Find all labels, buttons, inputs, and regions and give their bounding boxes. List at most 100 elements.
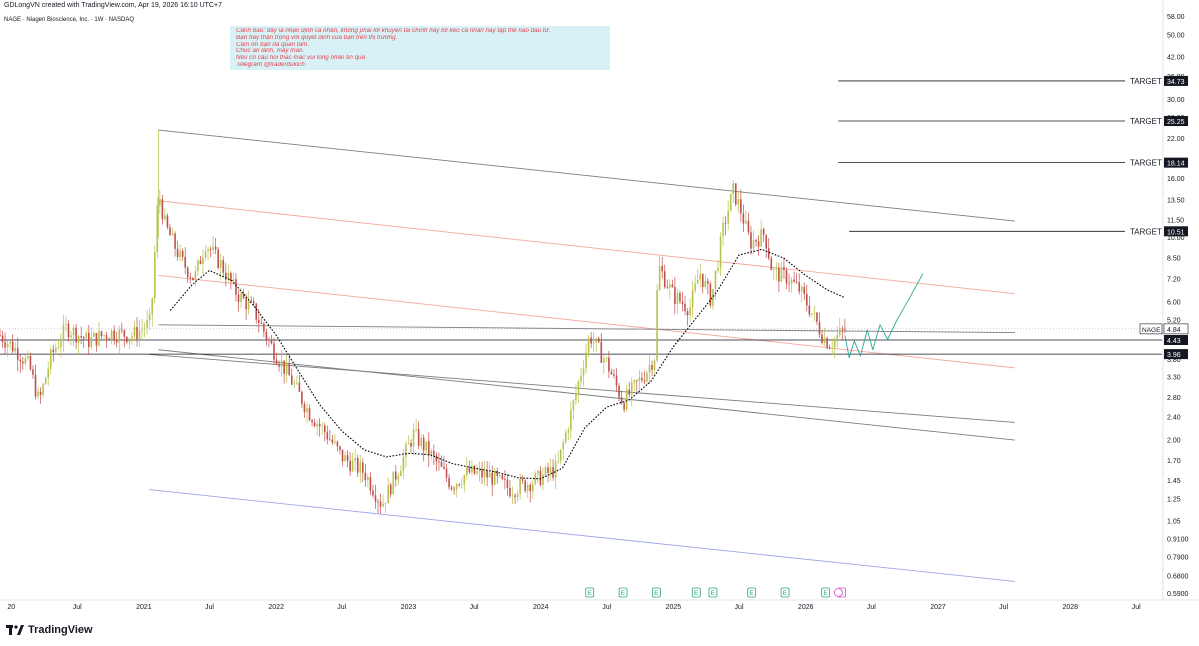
candle-body xyxy=(798,282,800,292)
candle-body xyxy=(719,236,722,268)
candle-body xyxy=(775,268,778,270)
candle-body xyxy=(732,183,735,195)
candle-body xyxy=(252,301,255,304)
candle-body xyxy=(181,250,184,257)
candle-body xyxy=(407,443,410,445)
time-tick-label: 2023 xyxy=(401,604,417,611)
candle-body xyxy=(582,368,585,376)
candle-body xyxy=(592,342,595,344)
candle-body xyxy=(382,503,384,507)
candle-body xyxy=(613,374,615,376)
candle-body xyxy=(42,384,44,395)
candle-body xyxy=(372,490,374,496)
candle-body xyxy=(209,249,212,250)
candle-body xyxy=(448,477,450,488)
candle-body xyxy=(478,469,481,472)
event-marker xyxy=(780,587,790,598)
candle-body xyxy=(16,347,19,360)
candle-body xyxy=(400,471,402,477)
tradingview-logo[interactable]: TradingView xyxy=(6,624,93,636)
candle-body xyxy=(681,301,684,305)
candle-body xyxy=(704,280,707,287)
candle-body xyxy=(369,477,372,491)
candle-body xyxy=(412,429,415,447)
price-tick-label: 10.00 xyxy=(1167,235,1185,242)
candle-body xyxy=(374,495,377,502)
candle-body xyxy=(785,270,788,284)
candle-body xyxy=(237,294,240,302)
candle-body xyxy=(392,471,395,495)
candle-body xyxy=(658,266,661,291)
candle-body xyxy=(95,333,98,346)
candle-body xyxy=(463,475,466,485)
candle-body xyxy=(120,329,123,331)
candle-body xyxy=(222,260,225,273)
candle-body xyxy=(156,205,159,253)
candle-body xyxy=(453,489,455,490)
candle-body xyxy=(362,462,364,473)
event-marker xyxy=(585,587,595,598)
price-tick-label: 6.00 xyxy=(1167,299,1181,306)
candle-body xyxy=(60,341,62,348)
candle-body xyxy=(567,430,570,433)
candle-body xyxy=(618,385,620,398)
candle-body xyxy=(539,470,542,486)
target-price-text: 10.51 xyxy=(1167,229,1185,236)
candle-body xyxy=(275,359,278,364)
note-line: Nếu có câu hỏi thắc mắc vui lòng nhắn ti… xyxy=(236,55,366,62)
candle-body xyxy=(641,377,643,381)
candle-body xyxy=(760,229,762,247)
candle-body xyxy=(800,286,803,292)
candle-body xyxy=(643,380,646,382)
candle-body xyxy=(171,233,174,236)
candle-body xyxy=(603,358,605,363)
candle-body xyxy=(14,347,17,352)
price-tick-label: 3.30 xyxy=(1167,375,1181,382)
candle-body xyxy=(141,329,143,331)
price-tick-label: 50.00 xyxy=(1167,33,1185,40)
price-tick-label: 11.50 xyxy=(1167,217,1184,224)
candle-body xyxy=(491,472,494,485)
time-tick-label: Jul xyxy=(735,604,744,611)
candle-body xyxy=(316,423,318,427)
candle-body xyxy=(471,465,473,473)
candle-body xyxy=(526,484,529,491)
candle-body xyxy=(143,328,146,330)
price-tick-label: 58.00 xyxy=(1167,14,1185,21)
candle-body xyxy=(790,279,793,284)
candle-body xyxy=(519,479,521,494)
logo-text: TradingView xyxy=(28,624,93,636)
last-price-badge xyxy=(1163,323,1189,335)
channel-lines xyxy=(148,129,1015,582)
candle-body xyxy=(323,425,326,433)
candle-body xyxy=(131,336,133,339)
candle-body xyxy=(750,232,752,249)
candle-body xyxy=(204,251,207,258)
candle-body xyxy=(646,372,648,382)
candle-body xyxy=(671,284,674,288)
price-tick-label: 3.80 xyxy=(1167,357,1181,364)
channel-line xyxy=(158,275,1015,369)
candle-body xyxy=(445,468,448,478)
candle-body xyxy=(806,293,808,306)
symbol-legend[interactable]: NAGE · Niagen Bioscience, Inc. · 1W · NA… xyxy=(4,17,135,23)
candle-body xyxy=(572,400,575,411)
channel-line xyxy=(158,129,1015,222)
disclaimer-note[interactable]: Cảnh báo: đây là nhận định cá nhân, khôn… xyxy=(230,26,610,70)
candle-body xyxy=(138,330,141,340)
candle-body xyxy=(473,465,476,474)
candle-body xyxy=(466,467,468,476)
candle-body xyxy=(534,473,537,484)
candle-body xyxy=(4,342,6,348)
event-marker-label: E xyxy=(694,590,699,597)
event-marker xyxy=(691,587,701,598)
candle-body xyxy=(230,272,232,282)
moving-average-line xyxy=(169,248,846,480)
target-label: TARGET xyxy=(1130,227,1162,236)
candle-body xyxy=(192,277,194,280)
candle-body xyxy=(339,446,341,450)
candle-body xyxy=(549,467,552,473)
candle-body xyxy=(625,389,628,410)
candle-body xyxy=(280,360,283,367)
